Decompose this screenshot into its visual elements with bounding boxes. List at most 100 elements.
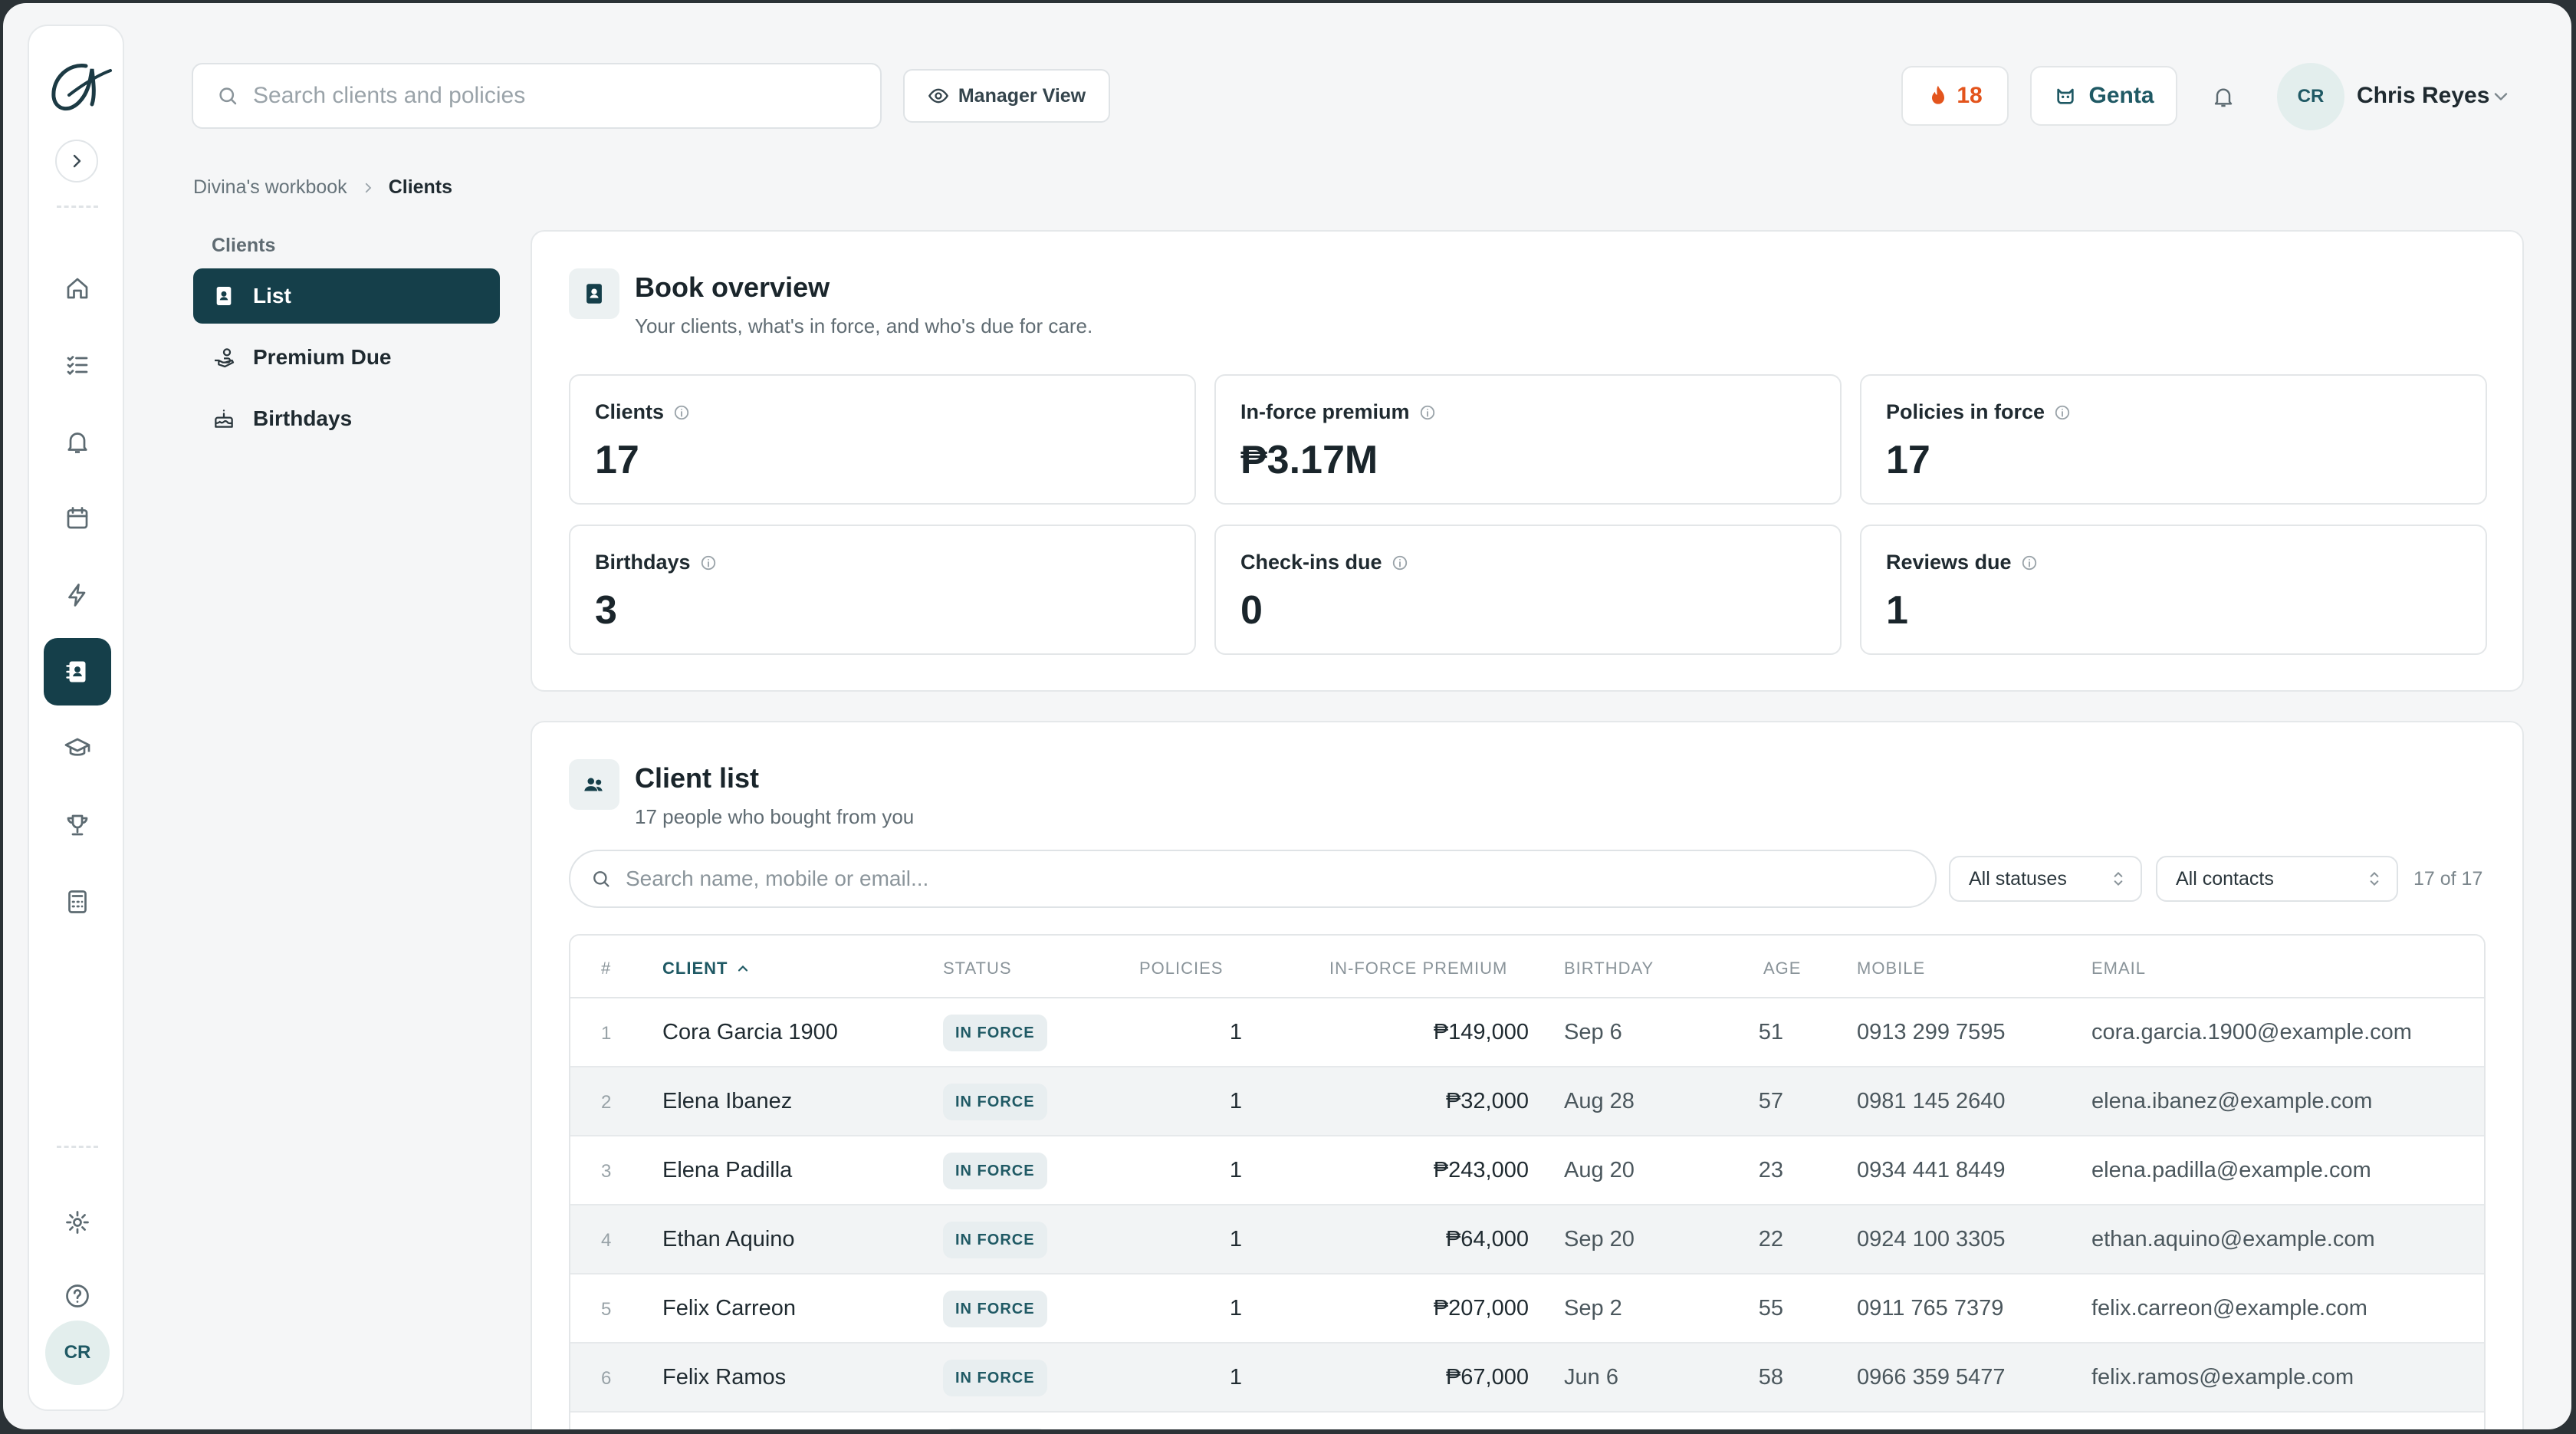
subnav-item-list[interactable]: List (193, 268, 500, 324)
cell-client[interactable]: Elena Padilla (662, 1158, 793, 1182)
cell-email[interactable]: elena.ibanez@example.com (2091, 1089, 2373, 1113)
cell-age: 57 (1758, 1089, 1783, 1113)
info-icon[interactable] (673, 404, 690, 421)
table-header: # Client Status Policies In-force premiu… (570, 936, 2484, 998)
client-search[interactable] (569, 850, 1937, 908)
rail-home[interactable] (44, 255, 111, 322)
cell-email[interactable]: elena.padilla@example.com (2091, 1158, 2371, 1182)
brand-logo-icon[interactable] (38, 49, 115, 126)
cell-premium: ₱149,000 (1433, 1020, 1529, 1044)
chevron-down-icon[interactable] (2490, 86, 2512, 107)
streak-badge[interactable]: 18 (1901, 66, 2009, 126)
stat-value: 1 (1886, 588, 1908, 633)
bell-icon (67, 433, 87, 453)
table-row[interactable]: 7IN FORCE (570, 1413, 2484, 1429)
global-search-input[interactable] (253, 83, 851, 109)
overview-icon-box (569, 268, 619, 319)
cell-email[interactable]: ethan.aquino@example.com (2091, 1227, 2375, 1251)
client-list-panel: Client list 17 people who bought from yo… (531, 721, 2524, 1429)
cell-premium: ₱243,000 (1433, 1158, 1529, 1182)
status-badge: IN FORCE (943, 1084, 1047, 1120)
subnav-item-premium-due[interactable]: Premium Due (193, 330, 500, 385)
contact-filter-select[interactable]: All contacts (2156, 856, 2398, 902)
info-icon[interactable] (2021, 554, 2038, 571)
genta-label: Genta (2088, 83, 2154, 108)
rail-calculator[interactable] (44, 868, 111, 936)
info-icon[interactable] (1392, 554, 1408, 571)
col-index: # (601, 959, 612, 978)
contacts-book-icon (586, 284, 602, 304)
search-icon (593, 871, 610, 887)
cell-email[interactable]: cora.garcia.1900@example.com (2091, 1020, 2412, 1044)
status-filter-select[interactable]: All statuses (1949, 856, 2142, 902)
col-age[interactable]: Age (1763, 959, 1802, 978)
cell-client[interactable]: Felix Ramos (662, 1365, 787, 1390)
contacts-book-icon (216, 287, 232, 305)
stat-label: Policies in force (1886, 400, 2045, 423)
client-search-input[interactable] (626, 867, 1852, 891)
stat-label: Check-ins due (1240, 551, 1382, 574)
cell-age: 58 (1758, 1365, 1783, 1390)
col-birthday[interactable]: Birthday (1564, 959, 1654, 978)
user-name[interactable]: Chris Reyes (2357, 83, 2490, 108)
rail-activity[interactable] (44, 561, 111, 629)
contacts-book-icon (66, 661, 86, 682)
cell-mobile[interactable]: 0924 100 3305 (1857, 1227, 2006, 1251)
cell-client[interactable]: Felix Carreon (662, 1296, 797, 1321)
global-search[interactable] (192, 63, 882, 129)
rail-settings[interactable] (44, 1189, 111, 1256)
table-row[interactable]: 6 Felix Ramos IN FORCE 1 ₱67,000 Jun 6 58 0966 … (570, 1344, 2484, 1413)
cell-email[interactable]: felix.carreon@example.com (2091, 1296, 2367, 1321)
rail-notifications[interactable] (44, 408, 111, 475)
breadcrumb-workbook[interactable]: Divina's workbook (193, 176, 347, 198)
col-premium[interactable]: In-force premium (1329, 959, 1508, 978)
rail-tasks[interactable] (44, 331, 111, 399)
rail-calendar[interactable] (44, 485, 111, 552)
cell-mobile[interactable]: 0966 359 5477 (1857, 1365, 2006, 1390)
cell-age: 51 (1758, 1020, 1783, 1044)
col-mobile[interactable]: Mobile (1857, 959, 1926, 978)
table-row[interactable]: 4 Ethan Aquino IN FORCE 1 ₱64,000 Sep 20 22 092… (570, 1205, 2484, 1274)
col-client[interactable]: Client (662, 959, 751, 978)
cell-mobile[interactable]: 0911 765 7379 (1857, 1296, 2004, 1321)
status-badge: IN FORCE (943, 1015, 1047, 1051)
stat-value: 17 (1886, 438, 1930, 482)
table-row[interactable]: 5 Felix Carreon IN FORCE 1 ₱207,000 Sep 2 55 09… (570, 1274, 2484, 1344)
rail-divider (57, 1146, 98, 1148)
cell-mobile[interactable]: 0913 299 7595 (1857, 1020, 2006, 1044)
rail-user-avatar[interactable]: CR (45, 1321, 110, 1385)
stat-card-reviews-due: Reviews due 1 (1860, 525, 2487, 655)
table-row[interactable]: 2 Elena Ibanez IN FORCE 1 ₱32,000 Aug 28 57 098… (570, 1067, 2484, 1136)
help-icon (66, 1284, 89, 1307)
cell-client[interactable]: Elena Ibanez (662, 1089, 793, 1113)
rail-learning[interactable] (44, 715, 111, 782)
cell-idx: 6 (601, 1368, 612, 1389)
col-policies[interactable]: Policies (1139, 959, 1224, 978)
cell-email[interactable]: felix.ramos@example.com (2091, 1365, 2354, 1390)
cell-client[interactable]: Ethan Aquino (662, 1227, 795, 1251)
table-row[interactable]: 3 Elena Padilla IN FORCE 1 ₱243,000 Aug 20 23 0… (570, 1136, 2484, 1205)
notifications-button[interactable] (2200, 74, 2246, 120)
table-row[interactable]: 1 Cora Garcia 1900 IN FORCE 1 ₱149,000 Sep 6 5… (570, 998, 2484, 1067)
cell-mobile[interactable]: 0981 145 2640 (1857, 1089, 2006, 1113)
cell-client[interactable]: Cora Garcia 1900 (662, 1020, 838, 1044)
rail-help[interactable] (44, 1262, 111, 1330)
cell-policies: 1 (1229, 1365, 1242, 1390)
col-status[interactable]: Status (943, 959, 1012, 978)
genta-button[interactable]: Genta (2030, 66, 2177, 126)
rail-achievements[interactable] (44, 791, 111, 859)
home-icon (67, 278, 88, 299)
cell-mobile[interactable]: 0934 441 8449 (1857, 1158, 2006, 1182)
app-window: CR Manager View 18 Genta CR Chris Reyes … (3, 3, 2571, 1429)
user-avatar[interactable]: CR (2277, 63, 2344, 130)
col-email[interactable]: Email (2091, 959, 2147, 978)
expand-sidebar-button[interactable] (55, 140, 98, 183)
info-icon[interactable] (700, 554, 717, 571)
manager-view-button[interactable]: Manager View (903, 69, 1110, 123)
stat-card-clients: Clients 17 (569, 374, 1196, 505)
rail-clients[interactable] (44, 638, 111, 705)
lightning-icon (68, 584, 86, 607)
info-icon[interactable] (2054, 404, 2071, 421)
info-icon[interactable] (1419, 404, 1436, 421)
subnav-item-birthdays[interactable]: Birthdays (193, 391, 500, 446)
